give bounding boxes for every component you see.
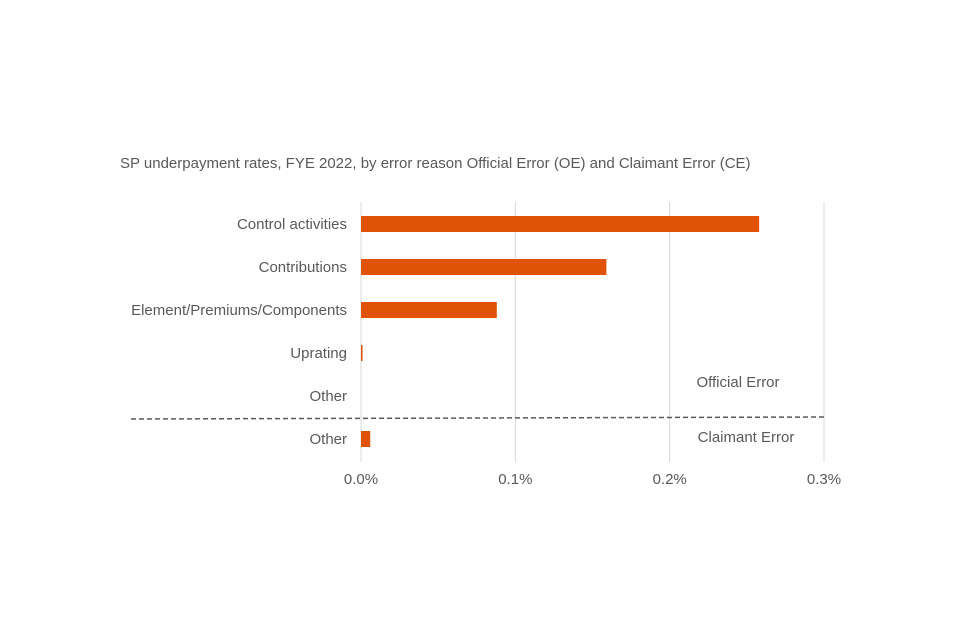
bar — [361, 345, 363, 361]
category-label: Other — [309, 431, 347, 448]
bars — [361, 216, 760, 447]
x-tick-label: 0.1% — [498, 471, 532, 488]
x-tick-label: 0.2% — [653, 471, 687, 488]
category-label: Other — [309, 388, 347, 405]
gridlines — [360, 202, 825, 462]
group-labels: Official Error Claimant Error — [696, 374, 794, 446]
bar — [361, 216, 760, 232]
category-labels: Control activities Contributions Element/P… — [131, 216, 347, 448]
group-label: Claimant Error — [698, 429, 795, 446]
bar — [361, 302, 497, 318]
bar — [361, 259, 607, 275]
category-label: Uprating — [290, 345, 347, 362]
category-label: Contributions — [259, 259, 347, 276]
bar — [361, 431, 371, 447]
group-label: Official Error — [696, 374, 779, 391]
category-label: Control activities — [237, 216, 347, 233]
tick-labels: 0.0% 0.1% 0.2% 0.3% — [344, 471, 841, 488]
chart-title: SP underpayment rates, FYE 2022, by erro… — [120, 155, 751, 172]
x-tick-label: 0.0% — [344, 471, 378, 488]
group-separator — [130, 416, 828, 420]
x-tick-label: 0.3% — [807, 471, 841, 488]
category-label: Element/Premiums/Components — [131, 302, 347, 319]
